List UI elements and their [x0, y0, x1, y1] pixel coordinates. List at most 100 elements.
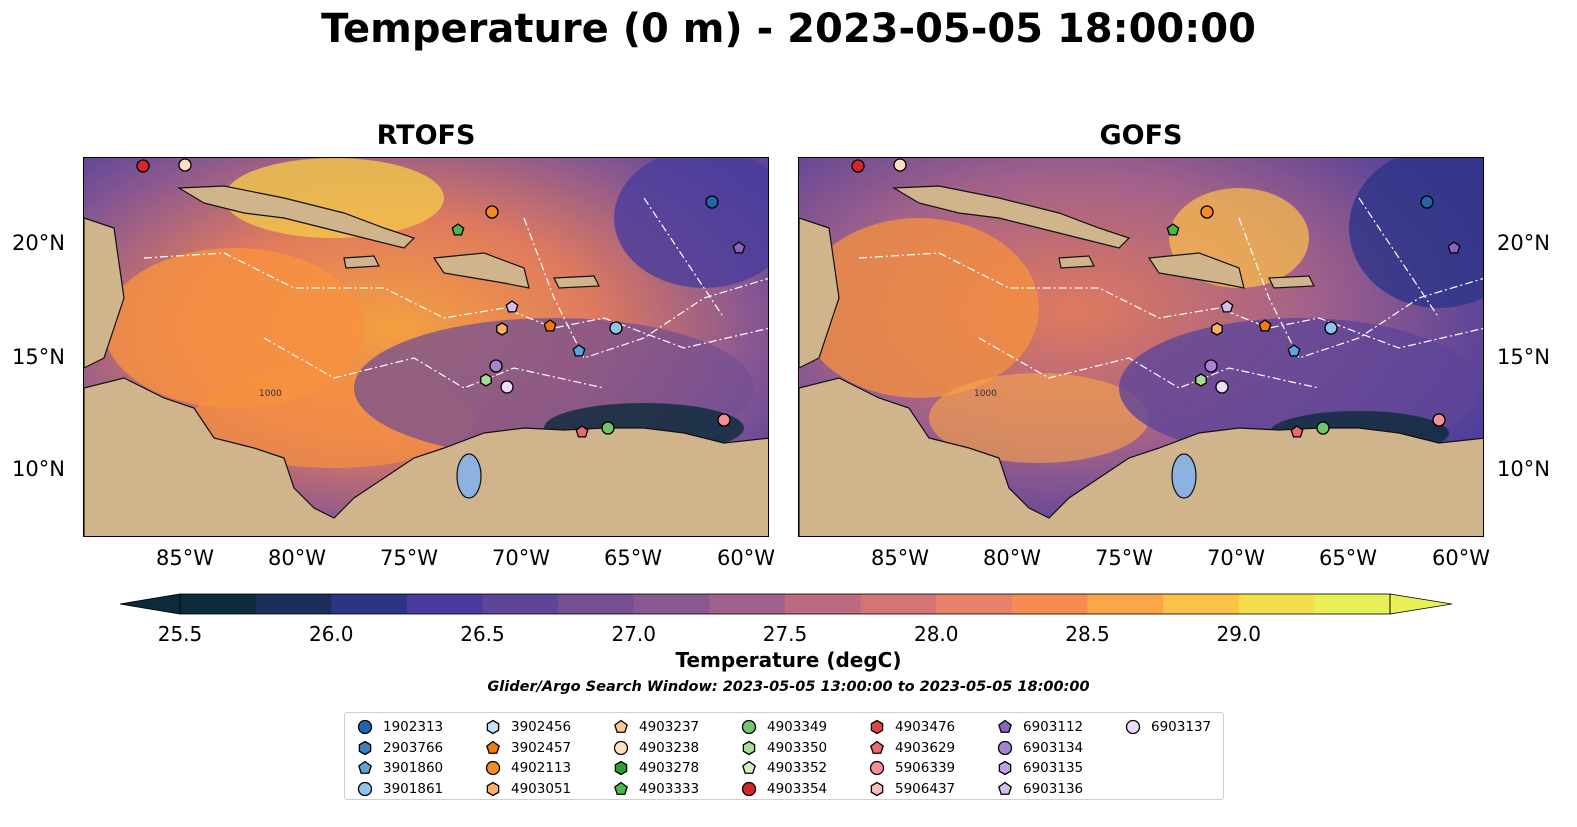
legend-marker-icon — [870, 740, 884, 754]
x-tick-label: 65°W — [1319, 546, 1377, 570]
colorbar-segment — [633, 594, 710, 614]
legend: 1902313 2903766 3901860 3901861 3902456 39024… — [344, 712, 1224, 800]
colorbar-segment — [558, 594, 635, 614]
float-marker — [705, 195, 719, 209]
float-marker — [601, 421, 615, 435]
legend-marker-icon — [998, 781, 1012, 795]
eez-boundaries — [143, 197, 768, 389]
float-marker — [572, 344, 586, 357]
float-marker — [1290, 425, 1304, 438]
legend-label: 4903051 — [511, 780, 572, 797]
legend-label: 5906339 — [895, 760, 956, 776]
legend-label: 4903629 — [895, 739, 956, 756]
float-markers — [851, 158, 1461, 438]
legend-label: 2903766 — [383, 739, 444, 756]
float-marker — [485, 205, 499, 219]
legend-marker-icon — [486, 781, 500, 796]
float-marker — [1287, 344, 1301, 357]
hispaniola-land — [1147, 252, 1245, 289]
x-tick-label: 60°W — [1432, 546, 1490, 570]
legend-label: 4903352 — [767, 760, 828, 776]
legend-item: 1902313 — [357, 717, 443, 737]
y-tick-label: 15°N — [1497, 345, 1550, 369]
puerto-rico-land — [553, 275, 600, 289]
colorbar-segment — [1087, 594, 1164, 614]
float-marker — [451, 223, 465, 236]
legend-item: 3901860 — [357, 758, 443, 778]
legend-marker-icon — [742, 740, 756, 755]
colorbar-segment — [709, 594, 786, 614]
colorbar-segment — [860, 594, 937, 614]
float-marker — [500, 380, 514, 394]
legend-item: 4903333 — [613, 779, 699, 799]
contour-label: 1000 — [259, 389, 282, 399]
legend-marker-icon — [485, 760, 501, 776]
float-marker — [893, 158, 907, 172]
legend-label: 4903349 — [767, 719, 828, 735]
legend-label: 4903237 — [639, 719, 700, 735]
legend-label: 4902113 — [511, 760, 572, 776]
legend-item: 3901861 — [357, 779, 443, 799]
legend-item: 4903349 — [741, 717, 827, 737]
legend-item: 6903135 — [997, 758, 1083, 778]
legend-label: 6903136 — [1023, 780, 1084, 797]
legend-item: 4903051 — [485, 779, 571, 799]
legend-label: 1902313 — [383, 719, 444, 735]
cool-patch — [1349, 158, 1483, 308]
y-tick-label: 10°N — [1497, 457, 1550, 481]
legend-marker-icon — [998, 719, 1012, 733]
legend-marker-icon — [614, 719, 628, 733]
legend-item: 4903476 — [869, 717, 955, 737]
rtofs-map[interactable]: 1000 — [83, 157, 769, 537]
float-marker — [1215, 380, 1229, 394]
x-tick-label: 70°W — [1207, 546, 1265, 570]
float-marker — [575, 425, 589, 438]
colorbar-segment — [406, 594, 483, 614]
colorbar-extend-high — [1389, 593, 1452, 615]
legend-item: 4903278 — [613, 758, 699, 778]
legend-label: 4903350 — [767, 739, 828, 756]
warm-patch — [224, 158, 444, 238]
legend-item: 6903136 — [997, 779, 1083, 799]
legend-label: 3902456 — [511, 719, 572, 735]
legend-label: 3901861 — [383, 780, 444, 797]
float-marker — [732, 241, 746, 254]
float-marker — [1447, 241, 1461, 254]
legend-item: 2903766 — [357, 738, 443, 758]
legend-item: 4903238 — [613, 738, 699, 758]
legend-label: 6903112 — [1023, 719, 1084, 735]
eez-boundaries — [858, 197, 1483, 389]
colorbar-label: Temperature (degC) — [675, 648, 902, 672]
y-tick-label: 10°N — [12, 457, 65, 481]
gofs-map-canvas: 1000 — [799, 158, 1483, 536]
y-tick-label: 15°N — [12, 345, 65, 369]
x-tick-label: 85°W — [156, 546, 214, 570]
y-tick-label: 20°N — [1497, 231, 1550, 255]
x-tick-label: 75°W — [380, 546, 438, 570]
colorbar-segment — [1011, 594, 1088, 614]
x-tick-label: 80°W — [983, 546, 1041, 570]
colorbar-segment — [1314, 594, 1391, 614]
legend-item: 4903237 — [613, 717, 699, 737]
legend-marker-icon — [741, 719, 757, 735]
legend-item: 3902456 — [485, 717, 571, 737]
y-tick-label: 20°N — [12, 231, 65, 255]
legend-marker-icon — [614, 781, 628, 795]
legend-item: 5906437 — [869, 779, 955, 799]
legend-item: 6903112 — [997, 717, 1083, 737]
colorbar-tick-label: 26.5 — [460, 622, 505, 646]
float-marker — [489, 359, 503, 373]
legend-label: 4903476 — [895, 719, 956, 735]
float-marker — [1316, 421, 1330, 435]
legend-marker-icon — [870, 719, 884, 735]
gofs-map[interactable]: 1000 — [798, 157, 1484, 537]
float-marker — [178, 158, 192, 172]
legend-marker-icon — [742, 760, 756, 774]
contour-label: 1000 — [974, 389, 997, 399]
float-marker — [609, 321, 623, 335]
legend-marker-icon — [614, 760, 628, 776]
legend-label: 5906437 — [895, 780, 956, 797]
maracaibo-lake — [456, 453, 482, 499]
figure-title: Temperature (0 m) - 2023-05-05 18:00:00 — [321, 6, 1256, 52]
colorbar-tick-label: 26.0 — [308, 622, 354, 646]
